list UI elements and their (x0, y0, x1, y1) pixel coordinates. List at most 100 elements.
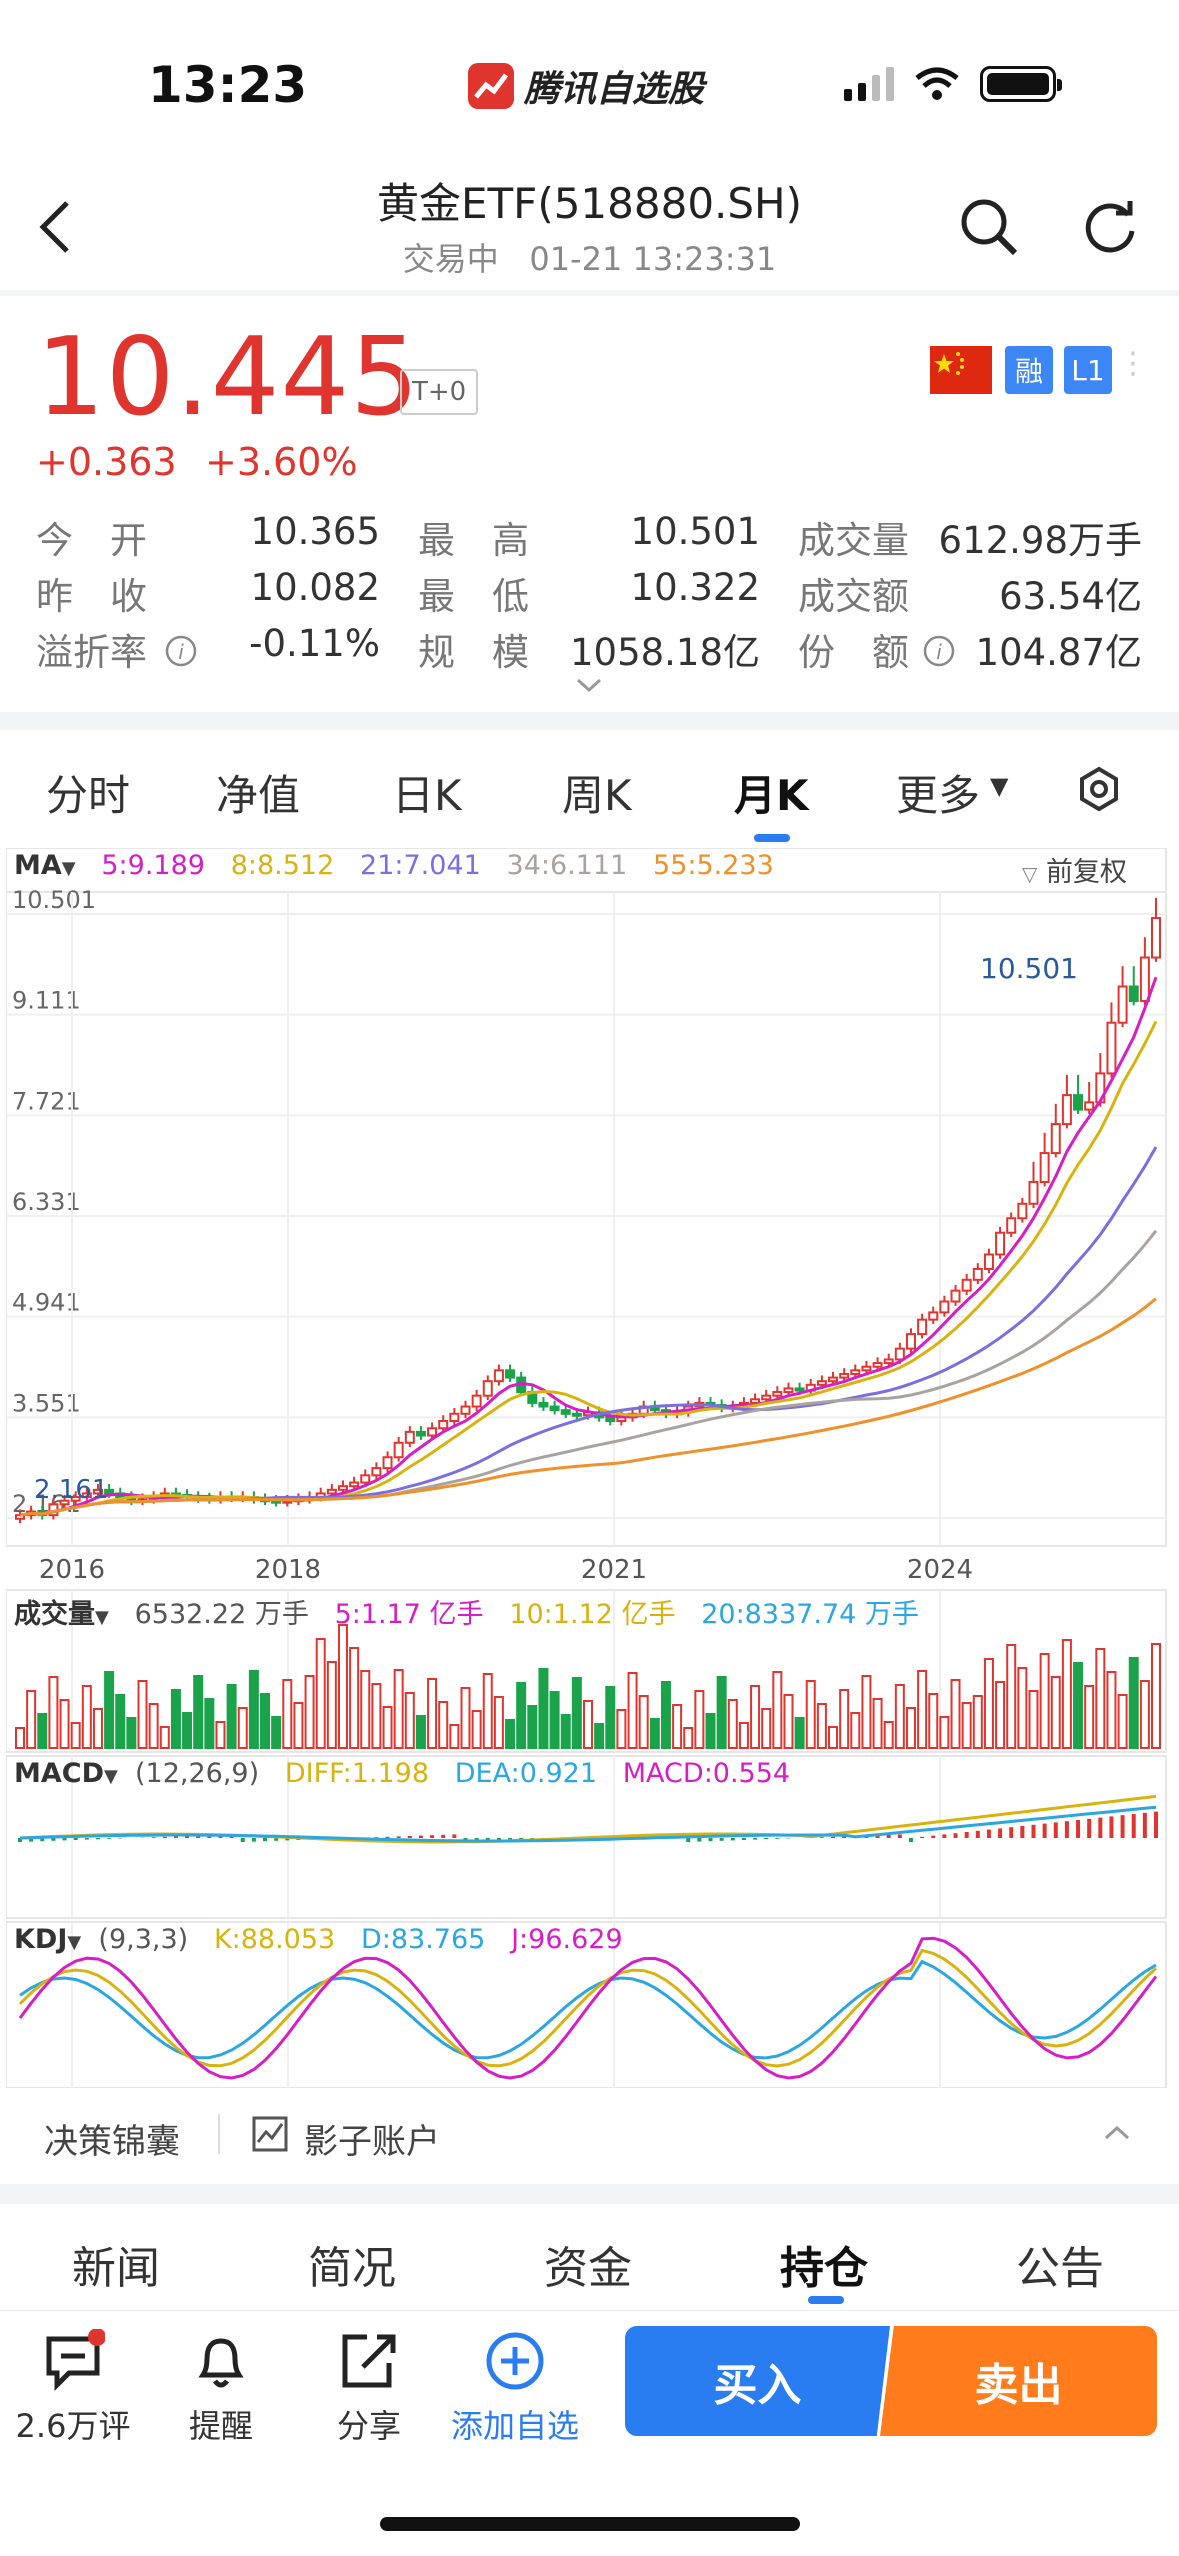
home-indicator[interactable] (380, 2517, 800, 2531)
expand-chevron-icon[interactable] (574, 676, 604, 700)
chart-tab[interactable]: 月K (734, 771, 809, 820)
kline-chart[interactable]: 10.501 9.111 7.721 6.331 4.941 3.551 2.161 2016… (5, 847, 1172, 2089)
volume-label[interactable]: 成交量 (14, 1599, 95, 1630)
volume-bar (137, 1680, 148, 1749)
nav-bar: 黄金ETF(518880.SH) 交易中 01-21 13:23:31 (0, 160, 1179, 290)
volume-bar (404, 1692, 415, 1749)
quote-value: 104.87亿 (975, 631, 1142, 674)
bottom-tab[interactable]: 新闻 (72, 2243, 160, 2294)
status-time: 13:23 (148, 56, 308, 114)
more-dropdown-icon[interactable]: ▼ (990, 772, 1009, 800)
kdj-j-line (18, 1936, 1158, 2080)
divider (218, 2114, 220, 2154)
macd-value: MACD:0.554 (622, 1758, 791, 1789)
share-button[interactable]: 分享 (304, 2321, 434, 2447)
volume-bar (772, 1671, 783, 1749)
volume-bar (59, 1699, 70, 1749)
search-icon[interactable] (954, 192, 1024, 262)
active-tab-indicator (808, 2296, 844, 2304)
quote-label: 成交额 (798, 575, 909, 618)
bottom-tabs: 新闻 简况 资金 持仓 公告 (0, 2220, 1179, 2310)
kdj-k-line (18, 1948, 1158, 2068)
volume-bar (505, 1719, 516, 1749)
chart-tab[interactable]: 分时 (46, 771, 131, 820)
candle-body (961, 1278, 972, 1292)
add-watchlist-button[interactable]: 添加自选 (450, 2321, 580, 2447)
comments-button[interactable]: 2.6万评 (8, 2321, 138, 2447)
shadow-account-link[interactable]: 影子账户 (250, 2114, 440, 2163)
chart-tab[interactable]: 净值 (216, 771, 301, 820)
quote-label: 今 开 (36, 519, 147, 562)
bottom-tab[interactable]: 资金 (544, 2243, 632, 2294)
volume-bar (315, 1638, 326, 1749)
back-icon[interactable] (20, 192, 90, 262)
remind-button[interactable]: 提醒 (156, 2321, 286, 2447)
volume-bar (1106, 1671, 1117, 1749)
ma5-value: 5:9.189 (101, 850, 205, 881)
add-circle-icon (450, 2321, 580, 2401)
quote-value: 10.322 (630, 566, 760, 609)
wifi-icon (915, 67, 959, 100)
x-tick-label: 2021 (581, 1555, 647, 1585)
chart-tab[interactable]: 更多 (896, 771, 981, 820)
volume-bar (248, 1670, 259, 1749)
info-icon[interactable]: i (164, 634, 198, 672)
candle-body (349, 1481, 360, 1488)
bottom-tab[interactable]: 简况 (308, 2243, 396, 2294)
refresh-icon[interactable] (1075, 192, 1145, 262)
x-tick-label: 2016 (39, 1555, 105, 1585)
add-watchlist-label: 添加自选 (450, 2407, 579, 2445)
ma-label[interactable]: MA (14, 850, 62, 881)
candle-body (605, 1416, 616, 1423)
candle-body (415, 1430, 426, 1437)
macd-label[interactable]: MACD (14, 1758, 104, 1789)
volume-bar (1151, 1643, 1161, 1749)
volume-bar (170, 1689, 181, 1749)
candle-body (1006, 1217, 1017, 1234)
panel-frame (5, 1589, 1167, 1753)
y-tick-label: 7.721 (12, 1087, 81, 1115)
volume-bar (872, 1698, 883, 1749)
max-price-label: 10.501 (980, 952, 1078, 985)
volume-bar (961, 1702, 972, 1749)
ma21-line (19, 1146, 1158, 1517)
volume-bar (159, 1726, 170, 1749)
candle-body (571, 1412, 582, 1417)
volume-bar (427, 1678, 438, 1749)
volume-bar (583, 1700, 593, 1749)
collapse-chevron-icon[interactable] (1102, 2122, 1132, 2146)
candle-body (761, 1394, 772, 1401)
candle-body (950, 1289, 961, 1303)
ma5-line (19, 976, 1158, 1517)
buy-button[interactable]: 买入 (625, 2326, 890, 2436)
chart-tab[interactable]: 日K (392, 771, 462, 820)
sell-button[interactable]: 卖出 (880, 2326, 1157, 2436)
divider (0, 290, 1179, 296)
chart-tab[interactable]: 周K (562, 771, 632, 820)
ma55-value: 55:5.233 (653, 850, 774, 881)
candle-body (360, 1474, 371, 1484)
quote-label: 最 高 (418, 519, 529, 562)
level-badge: L1 (1064, 346, 1112, 394)
info-icon[interactable]: i (922, 634, 956, 672)
status-icons (844, 66, 1062, 102)
candle-body (560, 1409, 571, 1415)
candle-body (928, 1311, 939, 1321)
volume-bar (1139, 1680, 1150, 1749)
candle-body (1117, 985, 1128, 1024)
volume-bar (527, 1705, 538, 1749)
quote-label: 成交量 (798, 519, 909, 562)
decision-kit-link[interactable]: 决策锦囊 (44, 2122, 180, 2162)
quote-value: 612.98万手 (938, 519, 1142, 562)
kdj-label[interactable]: KDJ (14, 1924, 68, 1955)
adjust-select[interactable]: ▽ 前复权 (1022, 850, 1127, 889)
bottom-tab[interactable]: 持仓 (780, 2243, 868, 2294)
volume-bar (449, 1724, 460, 1749)
volume-bar (950, 1679, 961, 1749)
bottom-tab[interactable]: 公告 (1016, 2243, 1104, 2294)
more-badges-icon[interactable]: ⋮ (1118, 346, 1148, 381)
settings-icon[interactable] (1076, 766, 1122, 816)
app-indicator: 腾讯自选股 (468, 60, 704, 112)
volume-bar (794, 1717, 805, 1749)
candle-body (872, 1362, 883, 1368)
